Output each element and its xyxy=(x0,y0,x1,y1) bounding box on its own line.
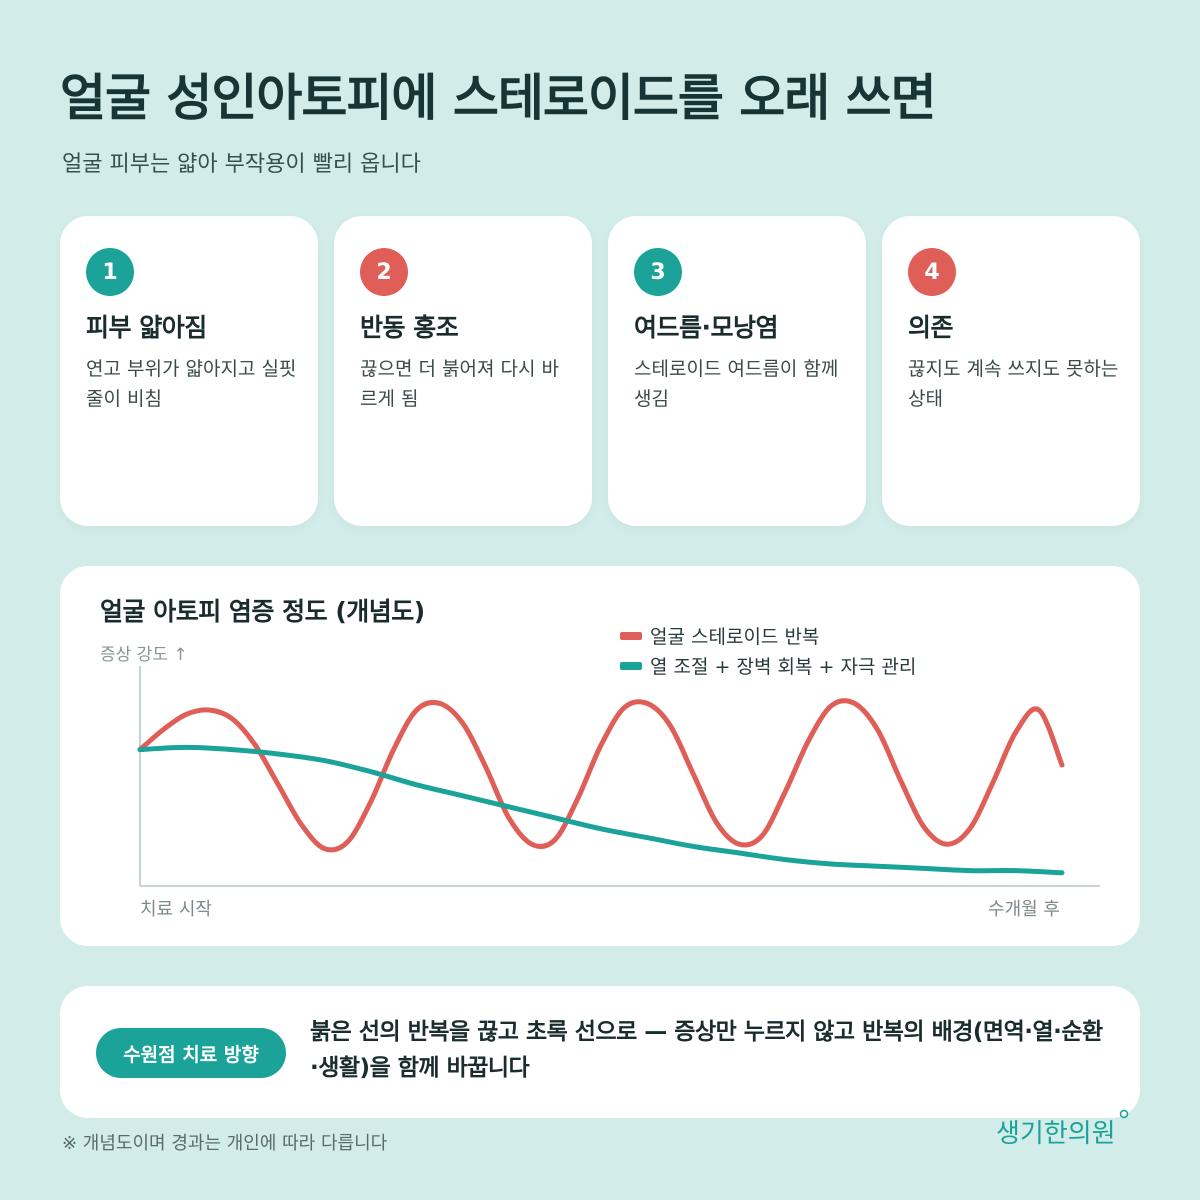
legend-swatch-red xyxy=(620,632,642,640)
chart-svg: 증상 강도 ↑ 치료 시작 수개월 후 얼굴 스테로이드 반복 열 조절 + 장… xyxy=(100,626,1100,920)
legend-label-teal: 열 조절 + 장벽 회복 + 자극 관리 xyxy=(650,656,916,678)
page-title: 얼굴 성인아토피에 스테로이드를 오래 쓰면 xyxy=(60,69,937,127)
treatment-note-panel: 수원점 치료 방향 붉은 선의 반복을 끊고 초록 선으로 — 증상만 누르지 … xyxy=(60,986,1140,1118)
legend-swatch-teal xyxy=(620,662,642,670)
card-title: 여드름·모낭염 xyxy=(634,313,779,342)
card-description: 끊지도 계속 쓰지도 못하는 상태 xyxy=(908,358,1119,410)
card-number-badge: 3 xyxy=(634,248,682,296)
page-subtitle: 얼굴 피부는 얇아 부작용이 빨리 옵니다 xyxy=(62,152,421,177)
card-acne: 3 여드름·모낭염 스테로이드 여드름이 함께 생김 xyxy=(608,216,866,526)
chart-panel: 얼굴 아토피 염증 정도 (개념도) 증상 강도 ↑ 치료 시작 수개월 후 얼… xyxy=(60,566,1140,946)
x-start-label: 치료 시작 xyxy=(140,899,212,920)
x-end-label: 수개월 후 xyxy=(988,899,1060,920)
card-number-badge: 4 xyxy=(908,248,956,296)
series-line-steroid xyxy=(137,698,1065,853)
card-title: 피부 얇아짐 xyxy=(86,313,207,342)
card-rebound: 2 반동 홍조 끊으면 더 붉어져 다시 바르게 됨 xyxy=(334,216,592,526)
side-effect-cards: 1 피부 얇아짐 연고 부위가 얇아지고 실핏줄이 비침 2 반동 홍조 끊으면… xyxy=(60,216,1140,526)
series-group xyxy=(137,698,1065,876)
y-axis-label: 증상 강도 ↑ xyxy=(100,645,188,665)
card-thinning: 1 피부 얇아짐 연고 부위가 얇아지고 실핏줄이 비침 xyxy=(60,216,318,526)
footnote: ※ 개념도이며 경과는 개인에 따라 다릅니다 xyxy=(62,1133,388,1154)
card-title: 의존 xyxy=(908,313,954,342)
card-title: 반동 홍조 xyxy=(360,313,459,342)
card-dependence: 4 의존 끊지도 계속 쓰지도 못하는 상태 xyxy=(882,216,1140,526)
treatment-note-text: 붉은 선의 반복을 끊고 초록 선으로 — 증상만 누르지 않고 반복의 배경(… xyxy=(310,1019,1103,1081)
logo-dot-icon xyxy=(1119,1109,1129,1119)
clinic-logo: 생기한의원 xyxy=(996,1109,1129,1149)
legend: 얼굴 스테로이드 반복 열 조절 + 장벽 회복 + 자극 관리 xyxy=(620,626,916,678)
card-description: 끊으면 더 붉어져 다시 바르게 됨 xyxy=(360,358,559,410)
card-description: 스테로이드 여드름이 함께 생김 xyxy=(634,358,839,410)
card-number-badge: 2 xyxy=(360,248,408,296)
chart-title: 얼굴 아토피 염증 정도 (개념도) xyxy=(100,597,425,626)
card-description: 연고 부위가 얇아지고 실핏줄이 비침 xyxy=(86,358,297,410)
treatment-direction-badge: 수원점 치료 방향 xyxy=(96,1028,286,1078)
series-line-treatment xyxy=(137,744,1065,876)
card-number-badge: 1 xyxy=(86,248,134,296)
logo-text: 생기한의원 xyxy=(996,1119,1116,1149)
legend-label-red: 얼굴 스테로이드 반복 xyxy=(650,626,819,648)
